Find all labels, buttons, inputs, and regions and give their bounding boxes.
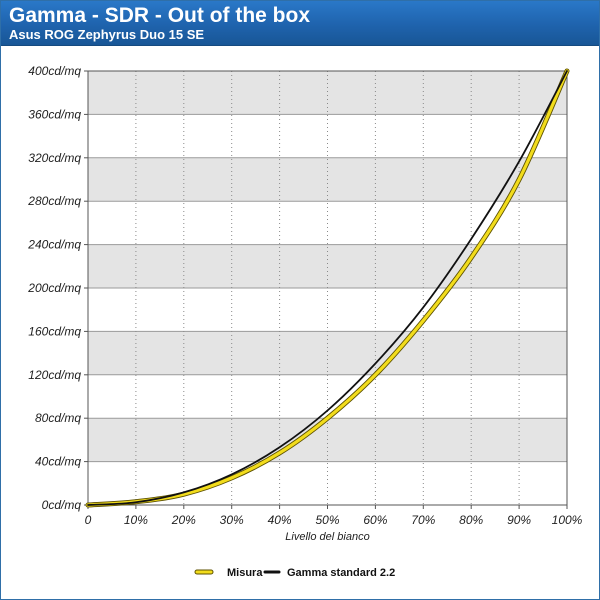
- y-tick-label: 400cd/mq: [28, 64, 81, 78]
- series-gamma-standard-line: [87, 70, 568, 506]
- y-tick-label: 280cd/mq: [27, 194, 81, 208]
- y-tick-label: 0cd/mq: [42, 498, 82, 512]
- y-tick-label: 320cd/mq: [28, 151, 81, 165]
- y-tick-label: 200cd/mq: [27, 281, 81, 295]
- legend-label: Misura: [227, 567, 263, 579]
- series-misura-line: [86, 69, 569, 507]
- x-tick-label: 10%: [124, 513, 148, 527]
- chart-subtitle: Asus ROG Zephyrus Duo 15 SE: [9, 27, 205, 42]
- y-tick-label: 120cd/mq: [28, 368, 81, 382]
- grid-band: [88, 331, 567, 375]
- chart-header: Gamma - SDR - Out of the box Asus ROG Ze…: [1, 1, 599, 46]
- x-tick-label: 50%: [315, 513, 339, 527]
- x-tick-label: 40%: [268, 513, 292, 527]
- y-tick-label: 160cd/mq: [28, 324, 81, 338]
- x-tick-label: 60%: [363, 513, 387, 527]
- y-tick-label: 240cd/mq: [27, 238, 81, 252]
- y-tick-label: 80cd/mq: [35, 411, 81, 425]
- legend-label: Gamma standard 2.2: [287, 567, 395, 579]
- x-tick-label: 20%: [171, 513, 196, 527]
- y-tick-label: 40cd/mq: [35, 455, 81, 469]
- x-tick-label: 0: [85, 513, 92, 527]
- x-tick-label: 90%: [507, 513, 531, 527]
- chart-title: Gamma - SDR - Out of the box: [9, 4, 311, 27]
- x-tick-label: 70%: [411, 513, 435, 527]
- y-tick-label: 360cd/mq: [28, 107, 81, 121]
- x-tick-label: 30%: [220, 513, 244, 527]
- x-tick-label: 80%: [459, 513, 483, 527]
- x-axis-label: Livello del bianco: [285, 531, 369, 543]
- x-tick-label: 100%: [552, 513, 583, 527]
